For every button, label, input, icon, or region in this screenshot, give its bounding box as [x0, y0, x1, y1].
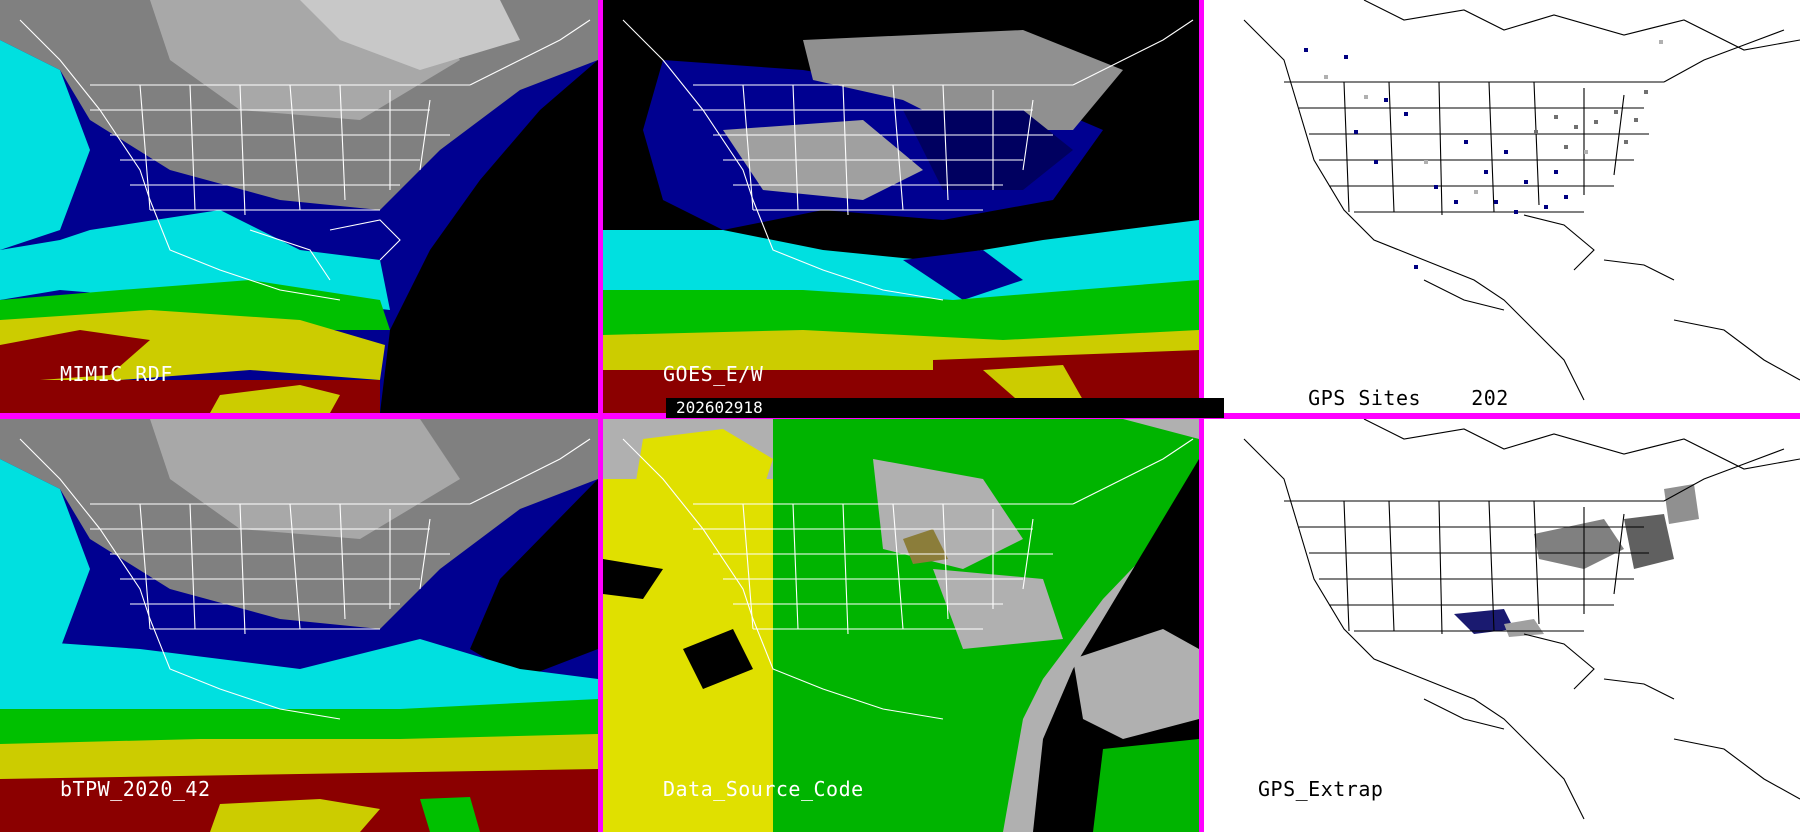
- tpw-map-mimic: [0, 0, 598, 413]
- panel-label-gps-extrap: GPS_Extrap: [1258, 777, 1384, 801]
- panel-gps-sites: GPS Sites 202: [1204, 0, 1800, 413]
- gps-sites-count: 202: [1471, 386, 1509, 410]
- data-source-map: [603, 419, 1199, 832]
- timestamp-bar: 202602918: [666, 398, 1224, 418]
- gps-sites-map: [1204, 0, 1800, 413]
- divider-vertical-left: [598, 0, 603, 832]
- panel-label-btpw: bTPW_2020_42: [60, 777, 211, 801]
- panel-label-data-source: Data_Source_Code: [663, 777, 864, 801]
- panel-label-goes-ew: GOES_E/W: [663, 362, 764, 386]
- panel-mimic-rdf: MIMIC RDF: [0, 0, 598, 413]
- panel-gps-extrap: GPS_Extrap: [1204, 419, 1800, 832]
- timestamp-text: 202602918: [676, 398, 763, 417]
- panel-label-mimic-rdf: MIMIC RDF: [60, 362, 173, 386]
- tpw-map-btpw: [0, 419, 598, 832]
- tpw-map-goes: [603, 0, 1199, 413]
- gps-site-markers: [1304, 48, 1568, 269]
- panel-data-source: Data_Source_Code: [603, 419, 1199, 832]
- panel-label-gps-sites: GPS Sites 202: [1258, 362, 1509, 413]
- gps-sites-title: GPS Sites: [1308, 386, 1422, 410]
- panel-goes-ew: GOES_E/W: [603, 0, 1199, 413]
- panel-btpw: bTPW_2020_42: [0, 419, 598, 832]
- gps-extrap-map: [1204, 419, 1800, 832]
